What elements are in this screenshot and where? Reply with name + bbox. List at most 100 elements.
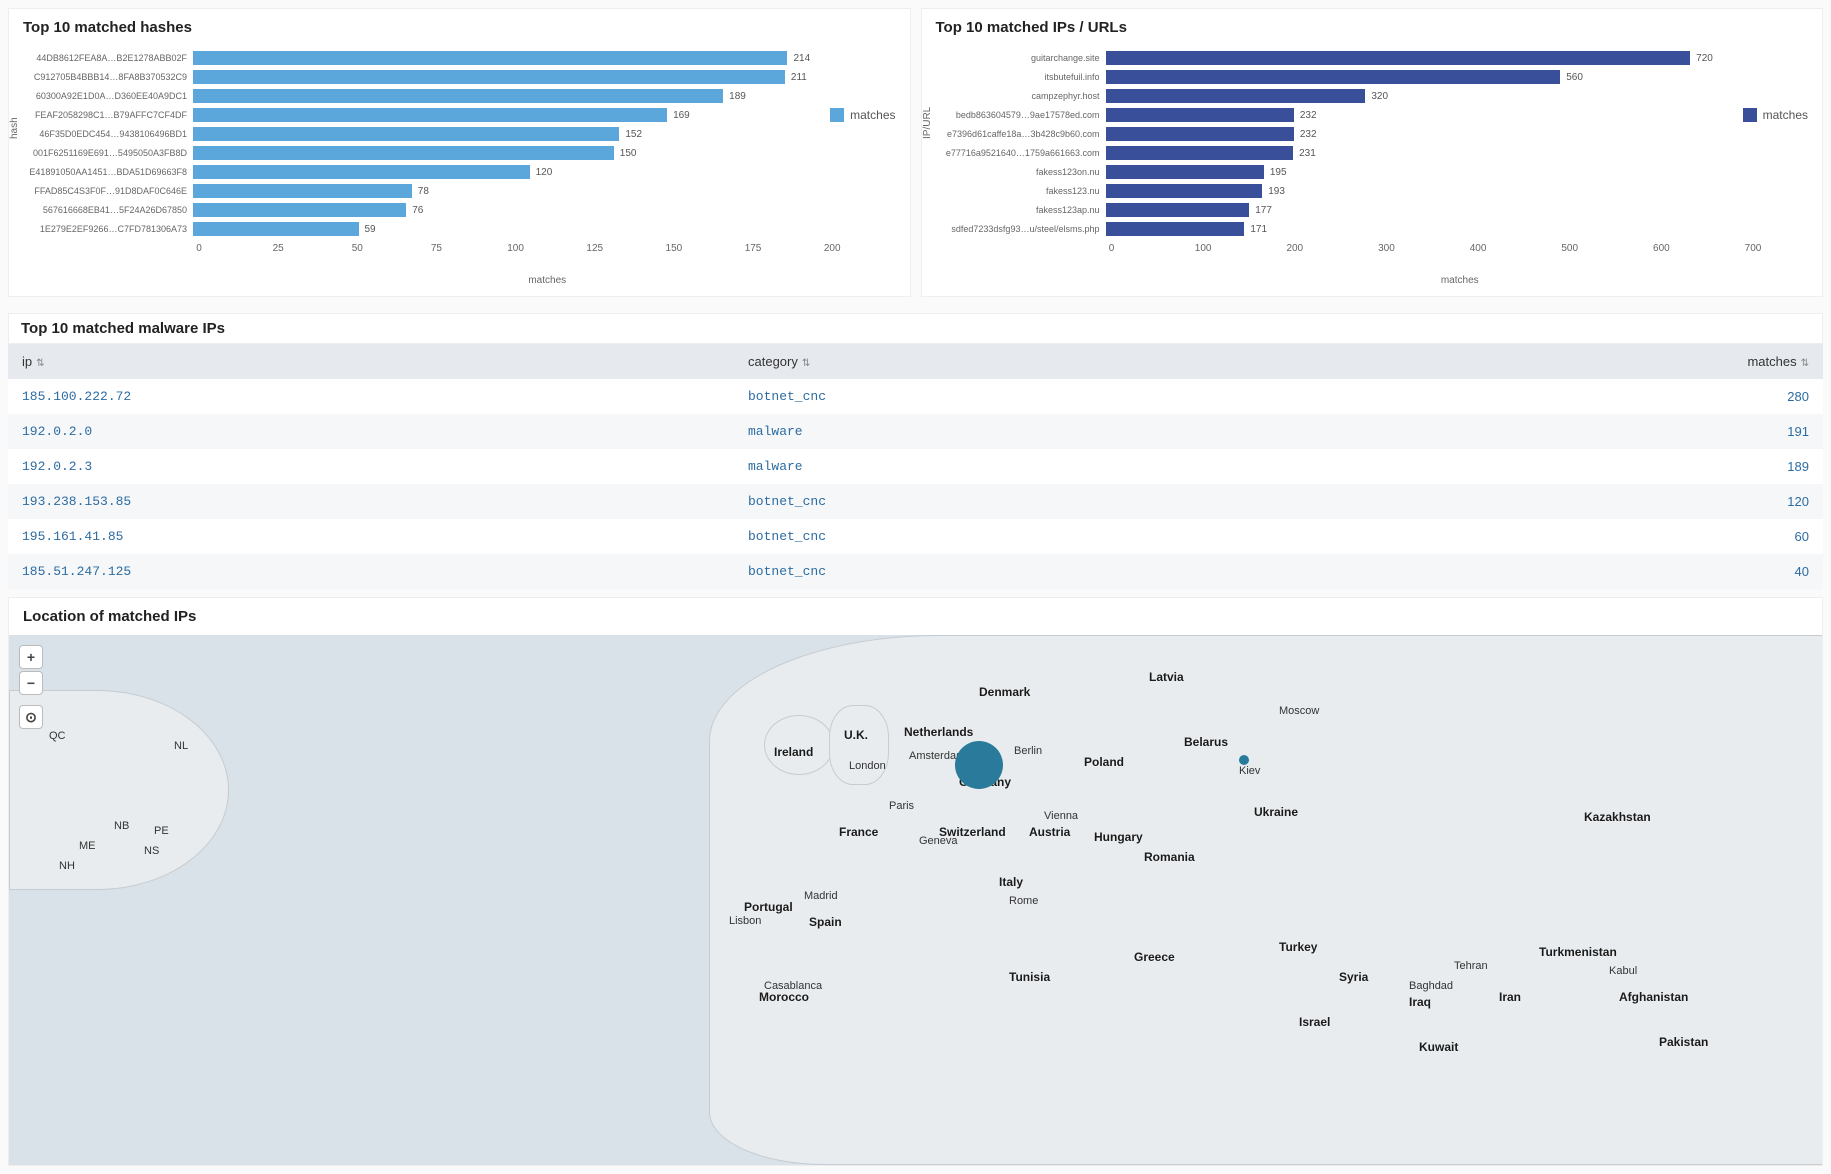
bar-fill[interactable] [1106, 127, 1294, 141]
table-row[interactable]: 192.0.2.0malware191 [8, 414, 1823, 449]
col-ip[interactable]: ip⇅ [8, 344, 734, 379]
city-label: Vienna [1044, 810, 1078, 822]
locate-button[interactable]: ⊙ [19, 705, 43, 729]
cell-matches: 40 [1324, 554, 1823, 589]
map-panel: Location of matched IPs + − ⊙ DenmarkLat… [8, 597, 1823, 1166]
cell-category[interactable]: botnet_cnc [734, 484, 1324, 519]
bar-fill[interactable] [193, 146, 614, 160]
country-label: Latvia [1149, 670, 1184, 684]
bar-value: 189 [729, 91, 746, 102]
table-row[interactable]: 185.100.222.72botnet_cnc280 [8, 379, 1823, 414]
zoom-out-button[interactable]: − [19, 671, 43, 695]
city-label: NL [174, 740, 188, 752]
map-data-point[interactable] [955, 741, 1003, 789]
xaxis-tick: 75 [431, 243, 442, 254]
cell-category[interactable]: malware [734, 414, 1324, 449]
cell-ip[interactable]: 193.238.153.85 [8, 484, 734, 519]
bar-fill[interactable] [1106, 184, 1263, 198]
bar-fill[interactable] [193, 184, 412, 198]
urls-legend-label: matches [1763, 108, 1808, 122]
table-row[interactable]: 185.51.247.125botnet_cnc40 [8, 554, 1823, 589]
urls-chart-title: Top 10 matched IPs / URLs [936, 19, 1809, 36]
country-label: Ireland [774, 745, 813, 759]
bar-fill[interactable] [193, 127, 619, 141]
city-label: Tehran [1454, 960, 1488, 972]
xaxis-tick: 150 [666, 243, 683, 254]
bar-value: 78 [418, 186, 429, 197]
bar-row: 46F35D0EDC454…9438106496BD1152 [23, 125, 810, 143]
bar-row: e77716a9521640…1759a661663.com231 [936, 144, 1723, 162]
bar-fill[interactable] [193, 70, 785, 84]
cell-category[interactable]: botnet_cnc [734, 519, 1324, 554]
country-label: Netherlands [904, 725, 973, 739]
bar-fill[interactable] [1106, 203, 1250, 217]
cell-ip[interactable]: 192.0.2.3 [8, 449, 734, 484]
bar-value: 150 [620, 148, 637, 159]
bar-value: 195 [1270, 167, 1287, 178]
bar-row: campzephyr.host320 [936, 87, 1723, 105]
hashes-chart-bars: 44DB8612FEA8A…B2E1278ABB02F214C912705B4B… [23, 48, 810, 239]
bar-category-label: 1E279E2EF9266…C7FD781306A73 [23, 224, 193, 234]
col-category[interactable]: category⇅ [734, 344, 1324, 379]
table-row[interactable]: 195.161.41.85botnet_cnc60 [8, 519, 1823, 554]
bar-value: 177 [1255, 205, 1272, 216]
country-label: Israel [1299, 1015, 1330, 1029]
bar-row: 60300A92E1D0A…D360EE40A9DC1 189 [23, 87, 810, 105]
bar-fill[interactable] [193, 165, 530, 179]
bar-row: itsbutefuil.info560 [936, 68, 1723, 86]
bar-category-label: 46F35D0EDC454…9438106496BD1 [23, 129, 193, 139]
country-label: Greece [1134, 950, 1175, 964]
map-viewport[interactable]: + − ⊙ DenmarkLatviaU.K.NetherlandsIrelan… [9, 635, 1822, 1165]
city-label: NB [114, 820, 129, 832]
cell-category[interactable]: malware [734, 449, 1324, 484]
bar-fill[interactable] [1106, 108, 1294, 122]
country-label: Turkmenistan [1539, 945, 1617, 959]
bar-value: 59 [365, 224, 376, 235]
table-row[interactable]: 193.238.153.85botnet_cnc120 [8, 484, 1823, 519]
map-controls: + − ⊙ [19, 645, 43, 731]
bar-fill[interactable] [1106, 222, 1245, 236]
cell-ip[interactable]: 195.161.41.85 [8, 519, 734, 554]
bar-category-label: 60300A92E1D0A…D360EE40A9DC1 [23, 91, 193, 101]
bar-fill[interactable] [193, 203, 406, 217]
table-row[interactable]: 192.0.2.3malware189 [8, 449, 1823, 484]
country-label: Denmark [979, 685, 1030, 699]
bar-category-label: C912705B4BBB14…8FA8B370532C9 [23, 72, 193, 82]
bar-value: 193 [1268, 186, 1285, 197]
country-label: Turkey [1279, 940, 1317, 954]
bar-category-label: sdfed7233dsfg93…u/steel/elsms.php [936, 224, 1106, 234]
cell-category[interactable]: botnet_cnc [734, 554, 1324, 589]
country-label: Kuwait [1419, 1040, 1458, 1054]
col-matches[interactable]: matches⇅ [1324, 344, 1823, 379]
bar-fill[interactable] [193, 222, 359, 236]
urls-chart-bars: guitarchange.site720itsbutefuil.info560c… [936, 48, 1723, 239]
country-label: Kazakhstan [1584, 810, 1651, 824]
bar-value: 560 [1566, 72, 1583, 83]
bar-row: e7396d61caffe18a…3b428c9b60.com232 [936, 125, 1723, 143]
bar-fill[interactable] [193, 108, 667, 122]
cell-ip[interactable]: 192.0.2.0 [8, 414, 734, 449]
city-label: Casablanca [764, 980, 822, 992]
hashes-legend-label: matches [850, 108, 895, 122]
bar-fill[interactable] [1106, 165, 1264, 179]
cell-ip[interactable]: 185.51.247.125 [8, 554, 734, 589]
bar-fill[interactable] [193, 51, 787, 65]
bar-row: bedb863604579…9ae17578ed.com232 [936, 106, 1723, 124]
cell-category[interactable]: botnet_cnc [734, 379, 1324, 414]
bar-fill[interactable] [1106, 70, 1561, 84]
bar-fill[interactable] [1106, 51, 1691, 65]
cell-ip[interactable]: 185.100.222.72 [8, 379, 734, 414]
bar-fill[interactable] [1106, 146, 1294, 160]
bar-fill[interactable] [1106, 89, 1366, 103]
cell-matches: 280 [1324, 379, 1823, 414]
bar-value: 231 [1299, 148, 1316, 159]
cell-matches: 120 [1324, 484, 1823, 519]
city-label: Baghdad [1409, 980, 1453, 992]
zoom-in-button[interactable]: + [19, 645, 43, 669]
bar-category-label: e7396d61caffe18a…3b428c9b60.com [936, 129, 1106, 139]
bar-fill[interactable] [193, 89, 723, 103]
map-data-point[interactable] [1239, 755, 1249, 765]
country-label: Afghanistan [1619, 990, 1688, 1004]
country-label: Morocco [759, 990, 809, 1004]
hashes-legend-swatch [830, 108, 844, 122]
